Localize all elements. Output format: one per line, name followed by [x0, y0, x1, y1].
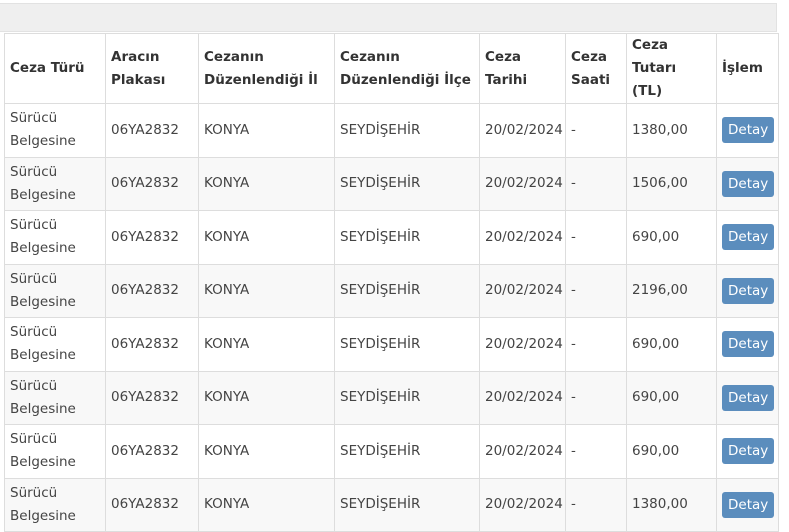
cell-ilce: SEYDİŞEHİR: [334, 317, 480, 372]
cell-ilce: SEYDİŞEHİR: [334, 370, 480, 425]
cell-tarih: 20/02/2024: [479, 263, 566, 318]
cell-tarih: 20/02/2024: [479, 424, 566, 479]
cell-ceza-turu: Sürücü Belgesine: [4, 477, 106, 532]
cell-plaka: 06YA2832: [105, 424, 199, 479]
cell-saat: -: [565, 263, 627, 318]
table-row: Sürücü Belgesine 06YA2832 KONYA SEYDİŞEHİR 2…: [4, 263, 779, 318]
cell-tutar: 1380,00: [626, 477, 717, 532]
cell-ceza-turu: Sürücü Belgesine: [4, 103, 106, 158]
cell-islem: Detay: [716, 263, 779, 318]
cell-saat: -: [565, 317, 627, 372]
table-row: Sürücü Belgesine 06YA2832 KONYA SEYDİŞEHİR 2…: [4, 317, 779, 372]
cell-tarih: 20/02/2024: [479, 103, 566, 158]
cell-ceza-turu: Sürücü Belgesine: [4, 424, 106, 479]
cell-il: KONYA: [198, 317, 335, 372]
cell-islem: Detay: [716, 370, 779, 425]
cell-plaka: 06YA2832: [105, 103, 199, 158]
cell-ceza-turu: Sürücü Belgesine: [4, 263, 106, 318]
fines-table: Ceza Türü Aracın Plakası Cezanın Düzenlend…: [4, 33, 779, 532]
cell-ceza-turu: Sürücü Belgesine: [4, 317, 106, 372]
cell-il: KONYA: [198, 477, 335, 532]
cell-ilce: SEYDİŞEHİR: [334, 263, 480, 318]
cell-tarih: 20/02/2024: [479, 156, 566, 211]
cell-saat: -: [565, 477, 627, 532]
cell-saat: -: [565, 156, 627, 211]
detay-button[interactable]: Detay: [722, 224, 775, 251]
cell-islem: Detay: [716, 210, 779, 265]
cell-plaka: 06YA2832: [105, 370, 199, 425]
cell-tarih: 20/02/2024: [479, 477, 566, 532]
cell-tutar: 1506,00: [626, 156, 717, 211]
cell-il: KONYA: [198, 424, 335, 479]
cell-ilce: SEYDİŞEHİR: [334, 103, 480, 158]
table-row: Sürücü Belgesine 06YA2832 KONYA SEYDİŞEHİR 2…: [4, 424, 779, 479]
table-row: Sürücü Belgesine 06YA2832 KONYA SEYDİŞEHİR 2…: [4, 370, 779, 425]
cell-il: KONYA: [198, 263, 335, 318]
column-header-islem: İşlem: [716, 33, 779, 104]
cell-il: KONYA: [198, 156, 335, 211]
column-header-ceza-turu: Ceza Türü: [4, 33, 106, 104]
table-row: Sürücü Belgesine 06YA2832 KONYA SEYDİŞEHİR 2…: [4, 210, 779, 265]
cell-plaka: 06YA2832: [105, 477, 199, 532]
detay-button[interactable]: Detay: [722, 491, 775, 518]
cell-ilce: SEYDİŞEHİR: [334, 424, 480, 479]
detay-button[interactable]: Detay: [722, 331, 775, 358]
table-row: Sürücü Belgesine 06YA2832 KONYA SEYDİŞEHİR 2…: [4, 156, 779, 211]
cell-tarih: 20/02/2024: [479, 317, 566, 372]
detay-button[interactable]: Detay: [722, 170, 775, 197]
cell-il: KONYA: [198, 103, 335, 158]
cell-tutar: 690,00: [626, 370, 717, 425]
cell-tutar: 690,00: [626, 317, 717, 372]
detay-button[interactable]: Detay: [722, 277, 775, 304]
cell-plaka: 06YA2832: [105, 210, 199, 265]
table-row: Sürücü Belgesine 06YA2832 KONYA SEYDİŞEHİR 2…: [4, 477, 779, 532]
cell-islem: Detay: [716, 317, 779, 372]
cell-tutar: 1380,00: [626, 103, 717, 158]
cell-saat: -: [565, 103, 627, 158]
column-header-tarih: Ceza Tarihi: [479, 33, 566, 104]
cell-il: KONYA: [198, 210, 335, 265]
column-header-saat: Ceza Saati: [565, 33, 627, 104]
cell-ilce: SEYDİŞEHİR: [334, 156, 480, 211]
cell-plaka: 06YA2832: [105, 263, 199, 318]
cell-tarih: 20/02/2024: [479, 370, 566, 425]
cell-tutar: 2196,00: [626, 263, 717, 318]
cell-ceza-turu: Sürücü Belgesine: [4, 210, 106, 265]
cell-ilce: SEYDİŞEHİR: [334, 210, 480, 265]
column-header-tutar: Ceza Tutarı (TL): [626, 33, 717, 104]
panel-header-bar: [0, 3, 777, 32]
header-row: Ceza Türü Aracın Plakası Cezanın Düzenlend…: [4, 33, 779, 104]
cell-islem: Detay: [716, 156, 779, 211]
cell-islem: Detay: [716, 424, 779, 479]
detay-button[interactable]: Detay: [722, 438, 775, 465]
cell-plaka: 06YA2832: [105, 317, 199, 372]
cell-il: KONYA: [198, 370, 335, 425]
cell-tarih: 20/02/2024: [479, 210, 566, 265]
detay-button[interactable]: Detay: [722, 117, 775, 144]
cell-islem: Detay: [716, 477, 779, 532]
cell-saat: -: [565, 370, 627, 425]
cell-islem: Detay: [716, 103, 779, 158]
cell-ilce: SEYDİŞEHİR: [334, 477, 480, 532]
cell-saat: -: [565, 210, 627, 265]
column-header-plaka: Aracın Plakası: [105, 33, 199, 104]
cell-ceza-turu: Sürücü Belgesine: [4, 370, 106, 425]
cell-tutar: 690,00: [626, 424, 717, 479]
cell-ceza-turu: Sürücü Belgesine: [4, 156, 106, 211]
cell-tutar: 690,00: [626, 210, 717, 265]
detay-button[interactable]: Detay: [722, 384, 775, 411]
column-header-il: Cezanın Düzenlendiği İl: [198, 33, 335, 104]
cell-plaka: 06YA2832: [105, 156, 199, 211]
table-row: Sürücü Belgesine 06YA2832 KONYA SEYDİŞEHİR 2…: [4, 103, 779, 158]
cell-saat: -: [565, 424, 627, 479]
column-header-ilce: Cezanın Düzenlendiği İlçe: [334, 33, 480, 104]
